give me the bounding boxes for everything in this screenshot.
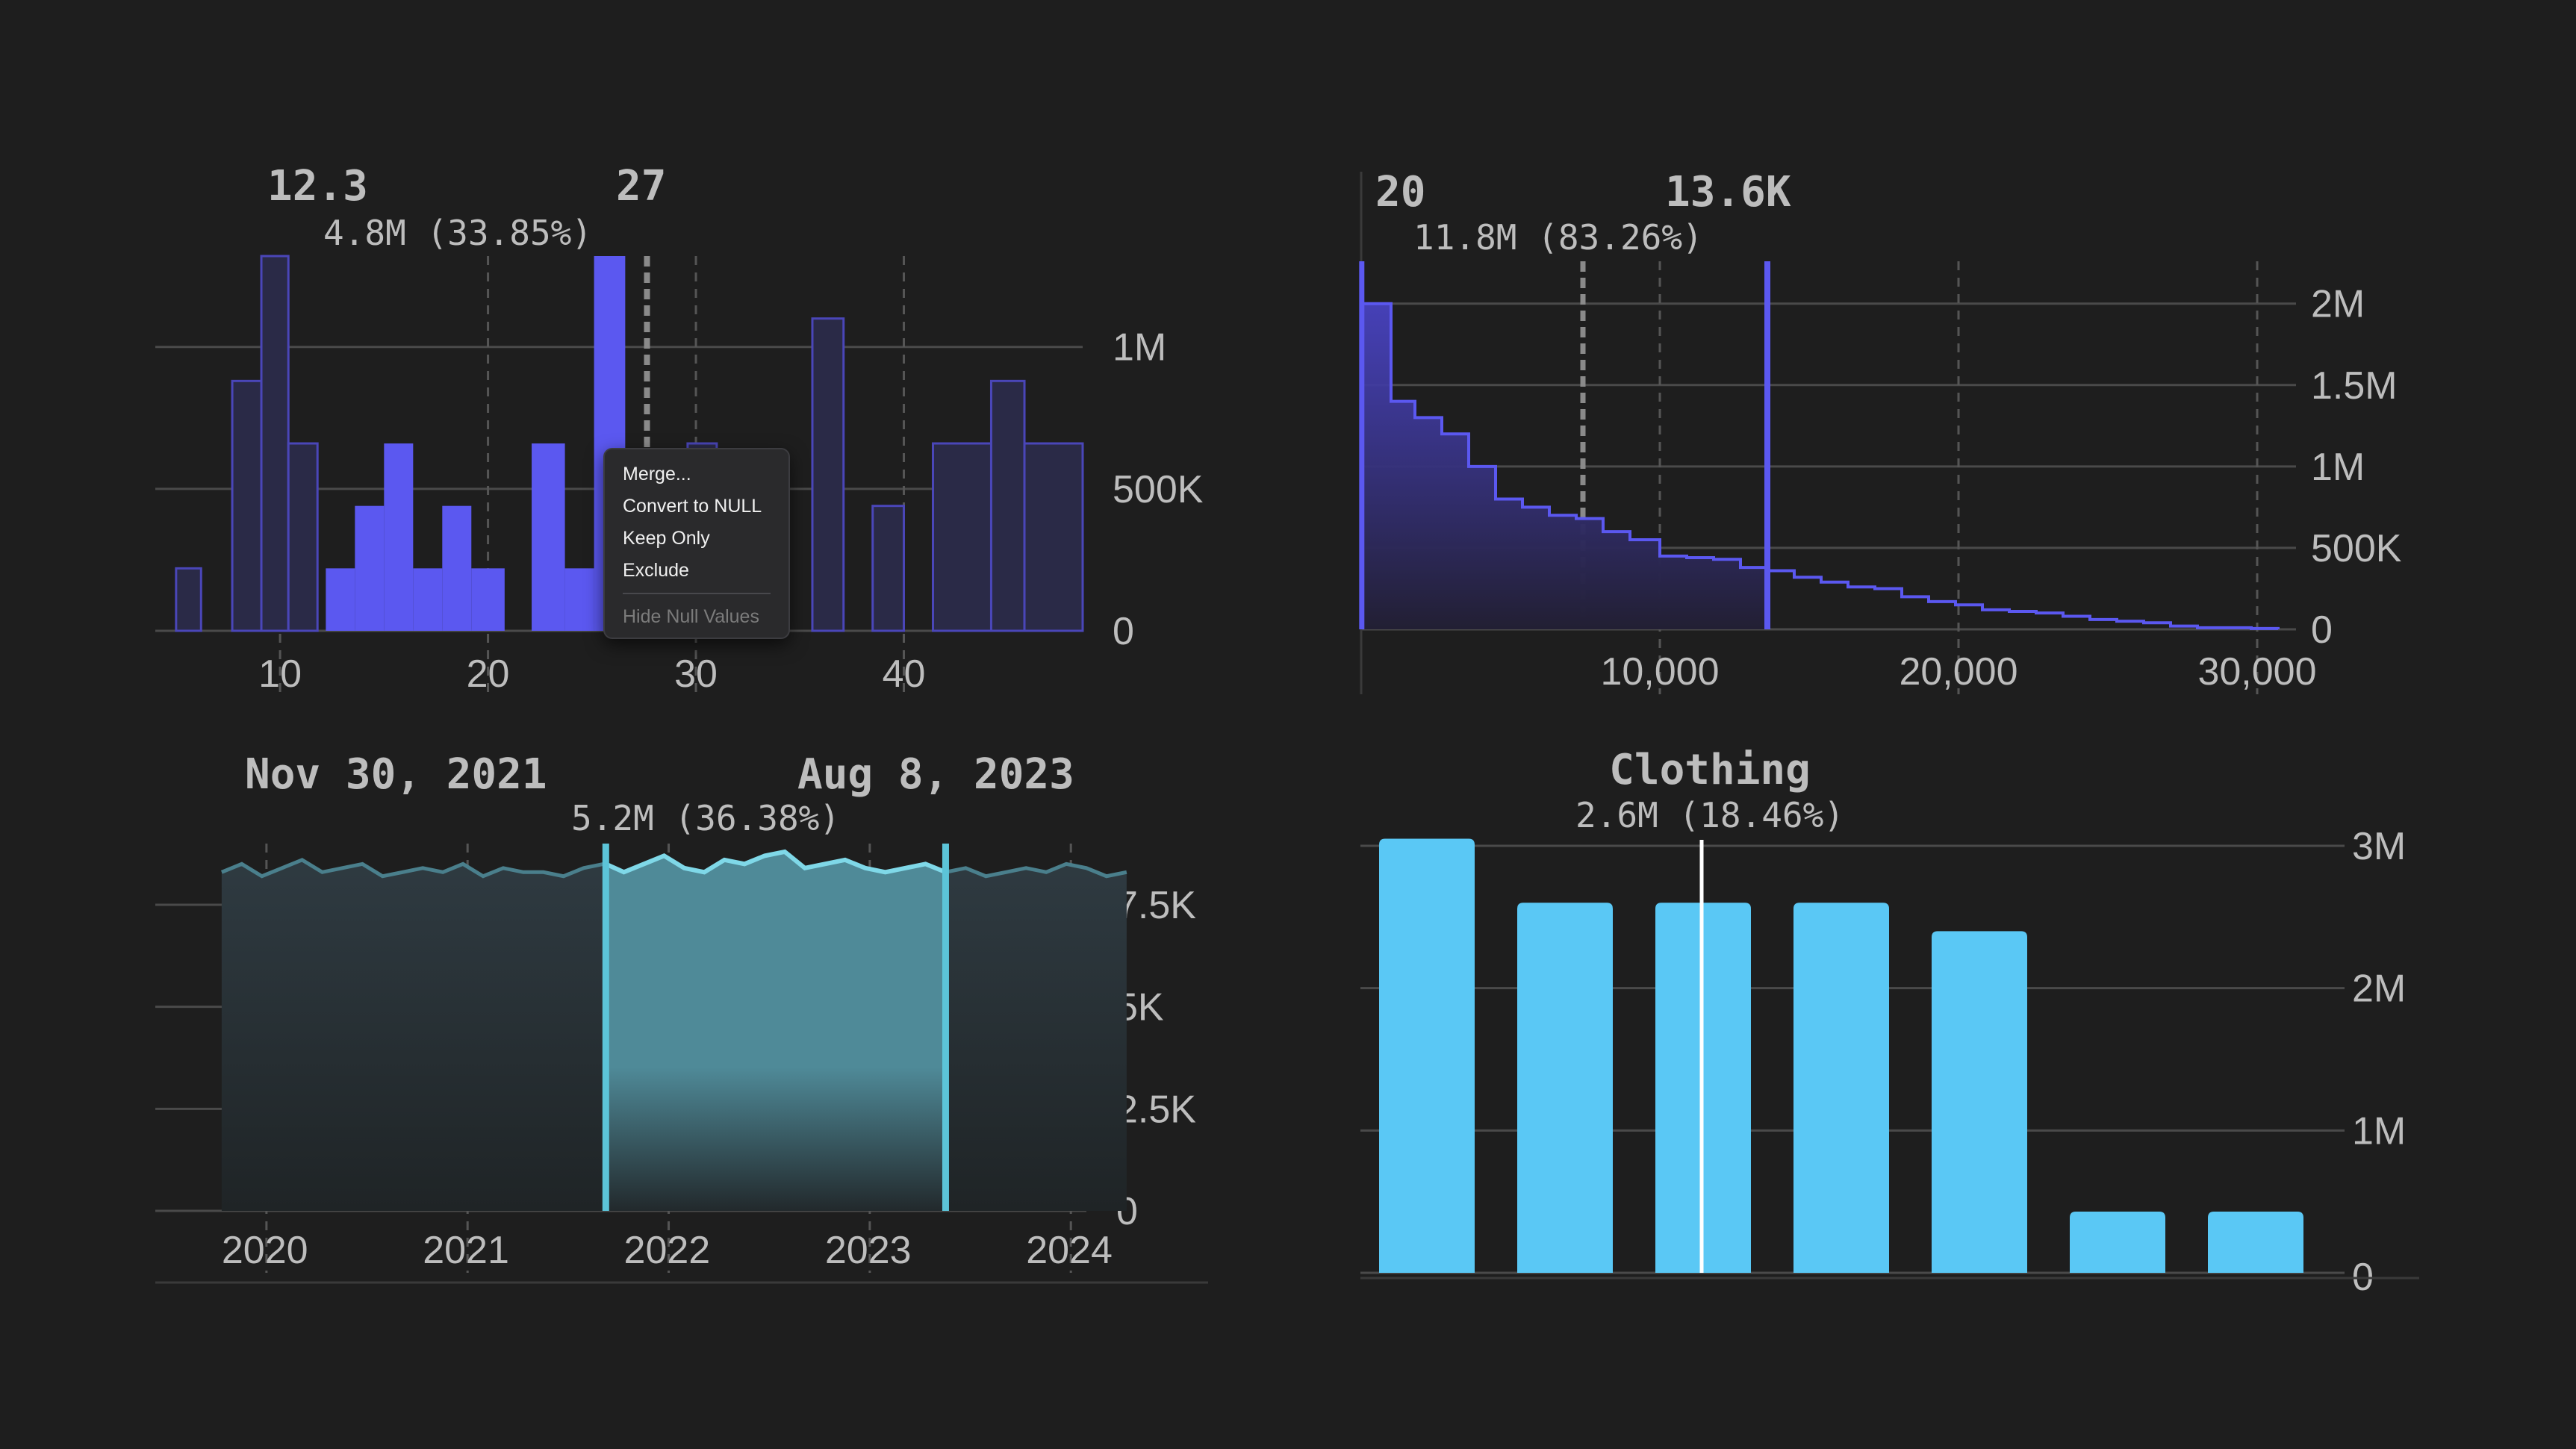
x-tick-label: 20 <box>467 652 510 696</box>
y-tick-label: 1M <box>2311 446 2365 489</box>
histogram-bin[interactable] <box>564 568 594 631</box>
x-tick-label: 40 <box>883 652 926 696</box>
menu-separator <box>623 593 771 594</box>
selected-line[interactable] <box>605 849 947 875</box>
histogram-bin[interactable] <box>355 505 385 631</box>
y-tick-label: 7.5K <box>1116 884 1196 927</box>
x-tick-label: 30 <box>674 652 718 696</box>
histogram-bin[interactable] <box>532 443 565 631</box>
highlight-summary: 2.6M (18.46%) <box>1575 795 1844 835</box>
selected-area[interactable] <box>1361 303 1767 629</box>
histogram-bin[interactable] <box>413 568 443 631</box>
category-bar[interactable] <box>1932 931 2027 1273</box>
context-menu: Merge... Convert to NULL Keep Only Exclu… <box>603 448 790 639</box>
y-tick-label: 1.5M <box>2311 364 2398 408</box>
histogram-bin[interactable] <box>931 442 992 632</box>
selection-end-label: Aug 8, 2023 <box>797 750 1074 799</box>
x-tick-label: 10 <box>258 652 302 696</box>
x-tick-label: 2020 <box>222 1229 308 1272</box>
selection-summary: 4.8M (33.85%) <box>323 213 592 253</box>
menu-item-convert-to-null[interactable]: Convert to NULL <box>623 496 762 517</box>
category-bar[interactable] <box>1793 903 1889 1273</box>
histogram-bin[interactable] <box>871 505 906 632</box>
x-tick-label: 2023 <box>825 1229 912 1272</box>
selected-area[interactable] <box>606 851 946 1211</box>
histogram-bin[interactable] <box>287 442 319 632</box>
x-tick-label: 2022 <box>624 1229 711 1272</box>
histogram-bin[interactable] <box>326 568 355 631</box>
histogram-bin[interactable] <box>442 505 472 631</box>
category-bar[interactable] <box>2070 1212 2165 1273</box>
selection-start-label: 20 <box>1375 168 1425 216</box>
selection-end-label: 13.6K <box>1665 168 1791 216</box>
y-tick-label: 500K <box>2311 527 2402 570</box>
category-bar[interactable] <box>2208 1212 2303 1273</box>
selection-start-label: Nov 30, 2021 <box>245 750 547 799</box>
y-tick-label: 500K <box>1113 468 1204 511</box>
histogram-bin[interactable] <box>989 379 1026 632</box>
histogram-bin[interactable] <box>231 379 263 632</box>
y-tick-label: 3M <box>2352 825 2406 868</box>
x-tick-label: 10,000 <box>1600 650 1719 694</box>
selection-start-label: 12.3 <box>267 162 368 211</box>
x-tick-label: 20,000 <box>1899 650 2017 694</box>
y-tick-label: 1M <box>2352 1109 2406 1153</box>
y-tick-label: 2M <box>2352 967 2406 1011</box>
selection-summary: 11.8M (83.26%) <box>1413 217 1703 258</box>
histogram-bin[interactable] <box>175 567 202 632</box>
y-tick-label: 2M <box>2311 283 2365 326</box>
histogram-bin[interactable] <box>384 443 414 631</box>
step-line[interactable] <box>1360 302 2280 630</box>
category-bar[interactable] <box>1517 903 1613 1273</box>
y-tick-label: 2.5K <box>1116 1088 1196 1131</box>
histogram-bin[interactable] <box>811 317 845 632</box>
y-tick-label: 1M <box>1113 326 1166 370</box>
selection-summary: 5.2M (36.38%) <box>571 798 840 838</box>
y-tick-label: 0 <box>1113 610 1134 653</box>
histogram-bin[interactable] <box>260 255 290 632</box>
menu-item-exclude[interactable]: Exclude <box>623 560 689 581</box>
x-tick-label: 2024 <box>1026 1229 1113 1272</box>
x-tick-label: 2021 <box>423 1229 509 1272</box>
menu-item-keep-only[interactable]: Keep Only <box>623 528 710 549</box>
category-bar[interactable] <box>1379 838 1475 1273</box>
y-tick-label: 0 <box>2311 608 2333 652</box>
x-tick-label: 30,000 <box>2197 650 2316 694</box>
highlight-category-label: Clothing <box>1609 746 1811 794</box>
menu-item-hide-null-values: Hide Null Values <box>623 606 759 627</box>
histogram-bin[interactable] <box>471 568 505 631</box>
selection-end-label: 27 <box>616 162 666 211</box>
histogram-bin[interactable] <box>1023 442 1084 632</box>
menu-item-merge[interactable]: Merge... <box>623 464 691 484</box>
